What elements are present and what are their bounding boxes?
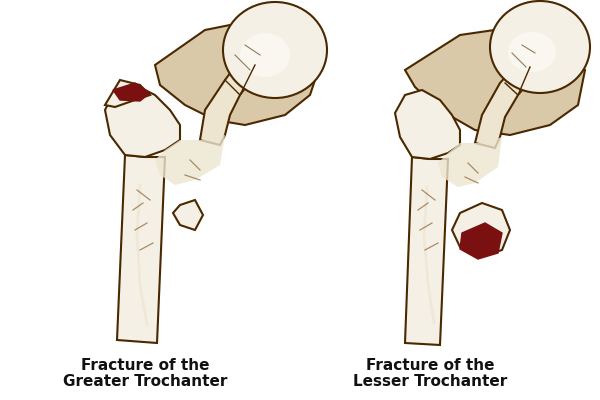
Polygon shape bbox=[113, 83, 150, 101]
Polygon shape bbox=[117, 155, 165, 343]
Polygon shape bbox=[405, 27, 585, 135]
Text: Greater Trochanter: Greater Trochanter bbox=[63, 374, 227, 390]
Polygon shape bbox=[200, 47, 265, 145]
Polygon shape bbox=[173, 200, 203, 230]
Polygon shape bbox=[438, 137, 502, 187]
Polygon shape bbox=[155, 20, 320, 125]
Text: Lesser Trochanter: Lesser Trochanter bbox=[353, 374, 507, 390]
Polygon shape bbox=[405, 157, 448, 345]
Polygon shape bbox=[475, 47, 545, 148]
Ellipse shape bbox=[508, 32, 556, 72]
Polygon shape bbox=[155, 135, 225, 185]
Text: Fracture of the: Fracture of the bbox=[366, 358, 494, 372]
Polygon shape bbox=[105, 85, 180, 157]
Ellipse shape bbox=[490, 1, 590, 93]
Ellipse shape bbox=[240, 33, 290, 77]
Text: Fracture of the: Fracture of the bbox=[81, 358, 209, 372]
Polygon shape bbox=[452, 203, 510, 257]
Polygon shape bbox=[460, 223, 502, 259]
Polygon shape bbox=[105, 80, 150, 107]
Polygon shape bbox=[395, 90, 460, 159]
Ellipse shape bbox=[223, 2, 327, 98]
